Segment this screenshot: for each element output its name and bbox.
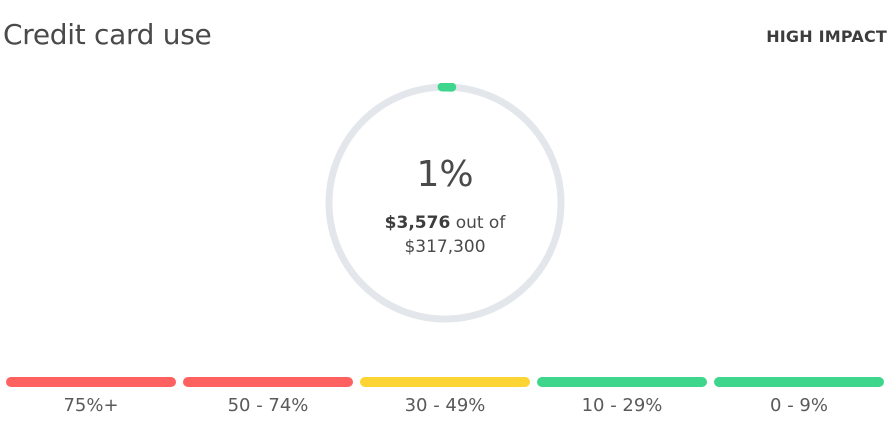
gauge-center: 1% $3,576 out of $317,300 bbox=[325, 83, 565, 323]
range-label: 10 - 29% bbox=[581, 395, 663, 416]
credit-limit: $317,300 bbox=[404, 237, 486, 257]
balance-line: $3,576 out of bbox=[325, 212, 565, 234]
range-0-9: 0 - 9% bbox=[714, 377, 884, 427]
range-label: 30 - 49% bbox=[404, 395, 486, 416]
range-label: 0 - 9% bbox=[770, 395, 828, 416]
range-bar bbox=[183, 377, 353, 387]
gauge-ring bbox=[325, 83, 565, 323]
utilization-gauge: 1% $3,576 out of $317,300 bbox=[325, 83, 565, 323]
range-bar bbox=[537, 377, 707, 387]
balance-amount: $3,576 bbox=[384, 213, 451, 233]
out-of-text: out of bbox=[455, 213, 506, 233]
range-bar bbox=[714, 377, 884, 387]
range-label: 50 - 74% bbox=[227, 395, 309, 416]
range-label: 75%+ bbox=[63, 395, 119, 416]
range-10-29: 10 - 29% bbox=[537, 377, 707, 427]
impact-badge: HIGH IMPACT bbox=[766, 27, 887, 46]
utilization-percent: 1% bbox=[416, 154, 474, 195]
card-title: Credit card use bbox=[3, 18, 212, 51]
range-bar bbox=[6, 377, 176, 387]
range-75-plus: 75%+ bbox=[6, 377, 176, 427]
range-30-49: 30 - 49% bbox=[360, 377, 530, 427]
range-50-74: 50 - 74% bbox=[183, 377, 353, 427]
range-bar bbox=[360, 377, 530, 387]
utilization-ranges: 75%+ 50 - 74% 30 - 49% 10 - 29% 0 - 9% bbox=[6, 377, 886, 427]
